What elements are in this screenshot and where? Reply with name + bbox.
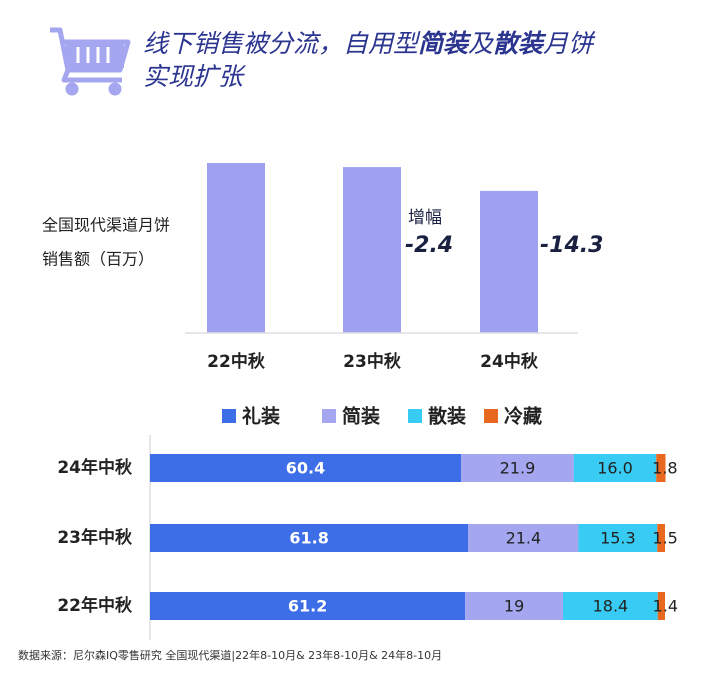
- data-label: 21.9: [500, 459, 536, 478]
- data-label: 21.4: [506, 529, 542, 548]
- x-tick-label: 22中秋: [207, 351, 266, 372]
- data-label: 61.8: [289, 529, 328, 548]
- bar-segment: [578, 524, 658, 552]
- data-label: 61.2: [288, 597, 327, 616]
- data-label: 16.0: [597, 459, 633, 478]
- annotation: -2.4: [405, 233, 453, 258]
- data-label: 60.4: [286, 459, 325, 478]
- bar-segment: [563, 592, 658, 620]
- y-tick-label: 22年中秋: [57, 595, 133, 616]
- bar-segment: [657, 592, 665, 620]
- bar-segment: [150, 592, 466, 620]
- bar-segment: [461, 454, 574, 482]
- legend-label: 冷藏: [504, 405, 542, 428]
- bar-segment: [468, 524, 579, 552]
- title: 实现扩张: [143, 62, 246, 91]
- bar-segment: [465, 592, 564, 620]
- legend-label: 礼装: [242, 405, 280, 428]
- annotation: 增幅: [408, 208, 442, 228]
- legend-swatch: [222, 409, 236, 423]
- y-axis-label: 全国现代渠道月饼: [42, 216, 170, 235]
- legend-label: 散装: [428, 405, 466, 428]
- x-tick-label: 23中秋: [343, 351, 402, 372]
- data-label: 1.4: [653, 597, 678, 616]
- bar-segment: [656, 454, 666, 482]
- annotation: -14.3: [540, 233, 603, 258]
- data-label: 1.8: [652, 459, 677, 478]
- cart-icon: [50, 27, 131, 96]
- x-tick-label: 24中秋: [480, 351, 539, 372]
- y-tick-label: 24年中秋: [57, 457, 133, 478]
- data-label: 19: [504, 597, 524, 616]
- data-label: 15.3: [600, 529, 636, 548]
- y-axis-label: 销售额（百万）: [42, 250, 154, 269]
- bar: [343, 167, 401, 333]
- legend-swatch: [322, 409, 336, 423]
- source: 数据来源：尼尔森IQ零售研究 全国现代渠道|22年8-10月& 23年8-10月…: [18, 648, 442, 662]
- data-label: 1.5: [652, 529, 677, 548]
- legend-swatch: [408, 409, 422, 423]
- bar: [480, 190, 538, 333]
- bar-segment: [150, 524, 469, 552]
- bar-segment: [657, 524, 665, 552]
- data-label: 18.4: [593, 597, 629, 616]
- legend-label: 简装: [342, 405, 380, 428]
- bar: [207, 163, 265, 333]
- bar-segment: [573, 454, 657, 482]
- bar-segment: [150, 454, 462, 482]
- y-tick-label: 23年中秋: [57, 527, 133, 548]
- title: 线下销售被分流，自用型简装及散装月饼: [143, 29, 596, 58]
- legend-swatch: [484, 409, 498, 423]
